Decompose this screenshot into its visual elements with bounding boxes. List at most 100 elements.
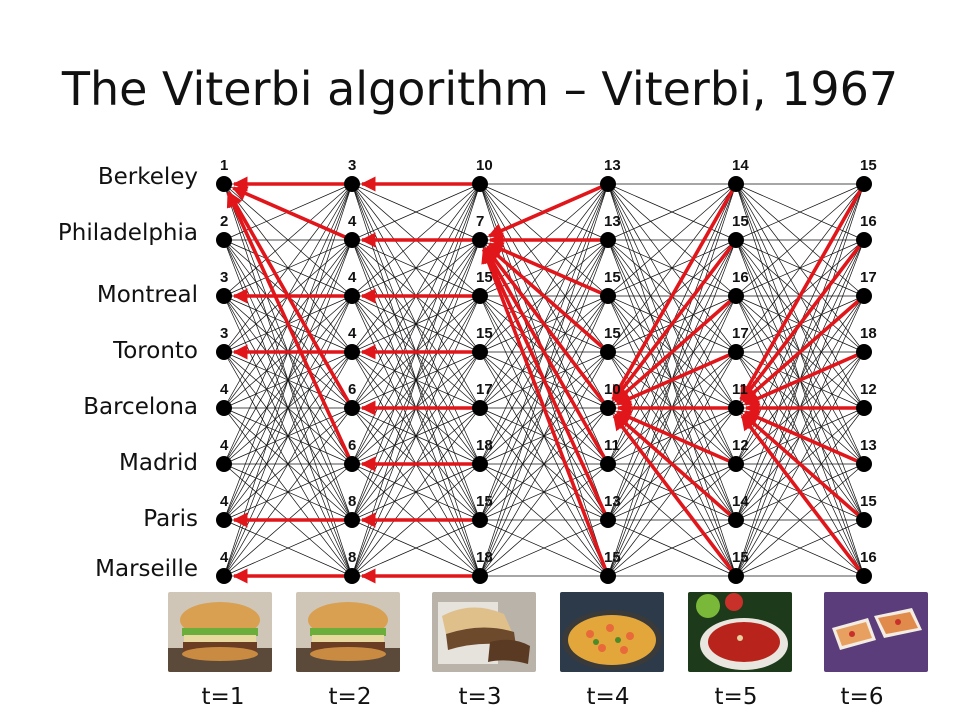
score-label: 18: [476, 549, 493, 566]
score-label: 15: [476, 325, 493, 342]
backpointer-arrow: [615, 350, 737, 406]
score-label: 15: [476, 269, 493, 286]
score-label: 17: [476, 381, 493, 398]
score-label: 14: [732, 157, 749, 174]
trellis-node-barcelona-t2: [344, 400, 360, 416]
backpointer-arrow: [742, 294, 866, 403]
backpointer-arrow: [227, 191, 354, 409]
backpointer-arrow: [742, 413, 866, 522]
backpointer-arrows: [226, 176, 866, 584]
backpointer-arrow: [743, 350, 865, 406]
backpointer-arrow: [226, 191, 354, 465]
backpointer-arrow: [615, 410, 737, 466]
backpointer-arrow: [481, 247, 610, 577]
transition-edge: [223, 183, 353, 297]
score-label: 13: [860, 437, 877, 454]
trellis-node-madrid-t5: [728, 456, 744, 472]
transition-edge: [479, 519, 609, 577]
time-label-2: t=2: [328, 684, 372, 710]
state-label-montreal: Montreal: [96, 282, 198, 308]
trellis-node-berkeley-t4: [600, 176, 616, 192]
transition-edge: [223, 351, 353, 577]
state-label-paris: Paris: [143, 506, 198, 532]
trellis-node-berkeley-t6: [856, 176, 872, 192]
state-label-toronto: Toronto: [113, 338, 198, 364]
score-label: 17: [860, 269, 877, 286]
score-label: 13: [604, 493, 621, 510]
trellis-node-barcelona-t6: [856, 400, 872, 416]
score-label: 8: [348, 549, 356, 566]
transition-edge: [351, 183, 481, 353]
score-label: 18: [860, 325, 877, 342]
score-label: 14: [732, 493, 749, 510]
transition-edge: [607, 463, 737, 577]
transition-edge: [351, 519, 481, 577]
state-label-marseille: Marseille: [95, 556, 198, 582]
backpointer-arrow: [740, 414, 866, 578]
trellis-node-philadelphia-t3: [472, 232, 488, 248]
transition-edge: [735, 519, 865, 577]
trellis-node-marseille-t1: [216, 568, 232, 584]
score-label: 4: [220, 549, 229, 566]
trellis-node-philadelphia-t2: [344, 232, 360, 248]
trellis-node-toronto-t4: [600, 344, 616, 360]
score-label: 4: [220, 493, 229, 510]
score-label: 11: [604, 437, 620, 454]
state-label-philadelphia: Philadelphia: [57, 220, 198, 246]
trellis-node-marseille-t2: [344, 568, 360, 584]
burger-image: [168, 592, 272, 672]
transition-edge: [223, 519, 353, 577]
pizza-bites-image: [824, 592, 928, 672]
score-label: 3: [220, 325, 228, 342]
transition-edge: [351, 295, 481, 577]
trellis-node-berkeley-t3: [472, 176, 488, 192]
trellis-node-philadelphia-t1: [216, 232, 232, 248]
trellis-node-philadelphia-t5: [728, 232, 744, 248]
trellis-node-paris-t5: [728, 512, 744, 528]
trellis-node-marseille-t3: [472, 568, 488, 584]
gazpacho-image: [688, 592, 792, 672]
score-label: 3: [220, 269, 228, 286]
time-label-3: t=3: [458, 684, 502, 710]
transition-edge: [735, 183, 865, 353]
score-label: 4: [348, 213, 357, 230]
score-label: 10: [476, 157, 493, 174]
trellis-node-paris-t2: [344, 512, 360, 528]
backpointer-arrow: [611, 183, 738, 401]
transition-edge: [351, 183, 481, 241]
score-label: 15: [604, 269, 621, 286]
score-label: 8: [348, 493, 356, 510]
trellis-node-madrid-t3: [472, 456, 488, 472]
transition-edge: [479, 407, 609, 577]
score-label: 15: [604, 549, 621, 566]
backpointer-arrow: [487, 182, 609, 238]
paella-image: [560, 592, 664, 672]
score-label: 4: [220, 437, 229, 454]
backpointer-arrow: [483, 247, 610, 465]
trellis-node-berkeley-t2: [344, 176, 360, 192]
transition-edge: [479, 463, 609, 577]
burger-image: [296, 592, 400, 672]
trellis-node-madrid-t2: [344, 456, 360, 472]
time-label-6: t=6: [840, 684, 884, 710]
backpointer-arrow: [614, 413, 738, 522]
transition-edge: [351, 183, 481, 465]
trellis-node-montreal-t5: [728, 288, 744, 304]
transition-edge: [607, 183, 737, 241]
backpointer-arrow: [482, 247, 610, 521]
trellis-node-barcelona-t1: [216, 400, 232, 416]
trellis-node-madrid-t6: [856, 456, 872, 472]
score-label: 15: [604, 325, 621, 342]
trellis-node-montreal-t1: [216, 288, 232, 304]
backpointer-arrow: [743, 410, 865, 466]
score-label: 16: [860, 213, 877, 230]
trellis-node-montreal-t2: [344, 288, 360, 304]
score-label: 15: [476, 493, 493, 510]
trellis-node-toronto-t3: [472, 344, 488, 360]
trellis-node-philadelphia-t6: [856, 232, 872, 248]
state-label-berkeley: Berkeley: [97, 164, 198, 190]
backpointer-arrow: [612, 238, 738, 402]
score-label: 6: [348, 381, 356, 398]
trellis-node-madrid-t1: [216, 456, 232, 472]
trellis-node-berkeley-t5: [728, 176, 744, 192]
